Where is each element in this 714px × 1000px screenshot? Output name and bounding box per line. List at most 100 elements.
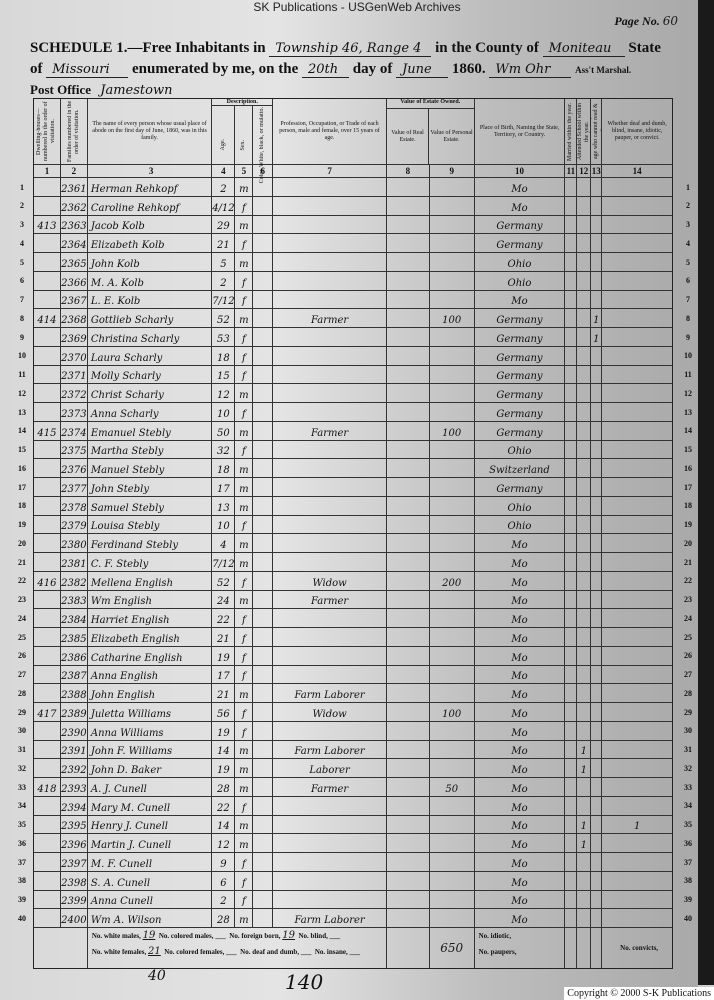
condition [602, 572, 672, 590]
attended-school [577, 478, 592, 496]
color [253, 703, 274, 721]
personal-estate-value [430, 515, 475, 534]
color [253, 403, 274, 421]
family-number: 2390 [61, 721, 88, 740]
age: 4 [212, 534, 236, 552]
real-estate-value [387, 759, 430, 777]
age: 18 [212, 459, 236, 477]
table-row: 416 2382 Mellena English 52 f Widow 200 Mo [34, 571, 672, 591]
birthplace: Mo [475, 703, 566, 721]
birthplace: Germany [475, 346, 566, 365]
personal-estate-value [430, 271, 475, 290]
family-number: 2389 [61, 703, 88, 721]
dwelling-number [34, 346, 61, 365]
post-office-label: Post Office [30, 82, 92, 97]
family-number: 2395 [61, 815, 88, 834]
white-males-count: 19 [142, 930, 156, 941]
real-estate-value [387, 496, 430, 515]
row-number-right: 40 [684, 913, 692, 923]
condition [602, 666, 672, 684]
condition [602, 853, 672, 871]
personal-estate-value [430, 403, 475, 421]
sex: m [235, 778, 254, 796]
family-number: 2379 [61, 515, 88, 534]
dwelling-number [34, 290, 61, 309]
table-row: 2385 Elizabeth English 21 f Mo [34, 628, 672, 647]
personal-estate-value [430, 853, 475, 871]
real-estate-value [387, 778, 430, 796]
family-number: 2362 [61, 196, 88, 215]
col-real-estate-header: Value of Real Estate. [387, 109, 430, 164]
married [565, 553, 578, 571]
col-school-header: Attended School within the year. [577, 99, 592, 164]
col-age-header: Age. [212, 106, 235, 185]
color [253, 871, 274, 890]
family-number: 2364 [61, 234, 88, 252]
row-number-right: 15 [684, 445, 692, 454]
person-name: Harriet English [88, 609, 213, 627]
census-table: Dwelling-houses—numbered in the order of… [33, 98, 673, 969]
condition [602, 647, 672, 665]
married [565, 328, 578, 346]
married [565, 684, 578, 702]
condition [602, 722, 672, 740]
condition [602, 441, 672, 459]
family-number: 2387 [61, 665, 88, 684]
married [565, 571, 578, 590]
age: 22 [212, 796, 236, 815]
sex: f [235, 346, 254, 365]
family-number: 2375 [61, 440, 88, 459]
family-number: 2378 [61, 496, 88, 515]
color [253, 571, 274, 590]
row-number-right: 24 [684, 613, 692, 623]
real-estate-value [387, 853, 430, 871]
row-number-right: 18 [684, 501, 692, 511]
person-name: Wm English [88, 590, 213, 609]
attended-school [577, 421, 592, 440]
birthplace: Mo [475, 684, 566, 702]
family-number: 2383 [61, 590, 88, 609]
birthplace: Mo [475, 609, 566, 627]
attended-school [577, 178, 592, 196]
person-name: M. F. Cunell [88, 853, 213, 871]
condition [602, 684, 672, 702]
age: 15 [212, 365, 236, 384]
married [565, 778, 578, 796]
row-number-right: 31 [684, 745, 692, 754]
row-number-left: 1 [20, 182, 24, 192]
married [565, 646, 578, 665]
cannot-read-write [591, 853, 603, 871]
married [565, 178, 578, 196]
condition [602, 253, 672, 271]
page-value: 60 [662, 14, 678, 28]
color [253, 196, 274, 215]
sex: m [235, 421, 254, 440]
sex: f [235, 196, 254, 215]
dwelling-number: 415 [34, 421, 61, 440]
age: 12 [212, 834, 236, 852]
cannot-read-write [591, 346, 603, 365]
estate-group: Value of Estate Owned. Value of Real Est… [386, 99, 475, 164]
row-number-right: 20 [684, 538, 692, 548]
table-row: 2381 C. F. Stebly 7/12 m Mo [34, 553, 672, 572]
cannot-read-write [591, 534, 603, 552]
attended-school [577, 628, 592, 646]
condition [602, 403, 672, 421]
age: 10 [212, 515, 236, 534]
personal-estate-value [430, 196, 475, 215]
marshal-label: Ass't Marshal. [575, 65, 632, 75]
occupation [273, 646, 387, 665]
table-row: 415 2374 Emanuel Stebly 50 m Farmer 100 Germany [34, 421, 672, 441]
personal-estate-value [430, 684, 475, 702]
birthplace: Mo [475, 665, 566, 684]
cannot-read-write [591, 421, 603, 440]
occupation [273, 234, 387, 252]
color [253, 384, 274, 402]
age: 52 [212, 309, 236, 327]
person-name: Elizabeth Kolb [88, 234, 213, 252]
age: 14 [212, 740, 236, 759]
personal-estate-value [430, 909, 475, 927]
married [565, 234, 578, 252]
person-name: Mellena English [88, 571, 213, 590]
person-name: Laura Scharly [88, 346, 213, 365]
